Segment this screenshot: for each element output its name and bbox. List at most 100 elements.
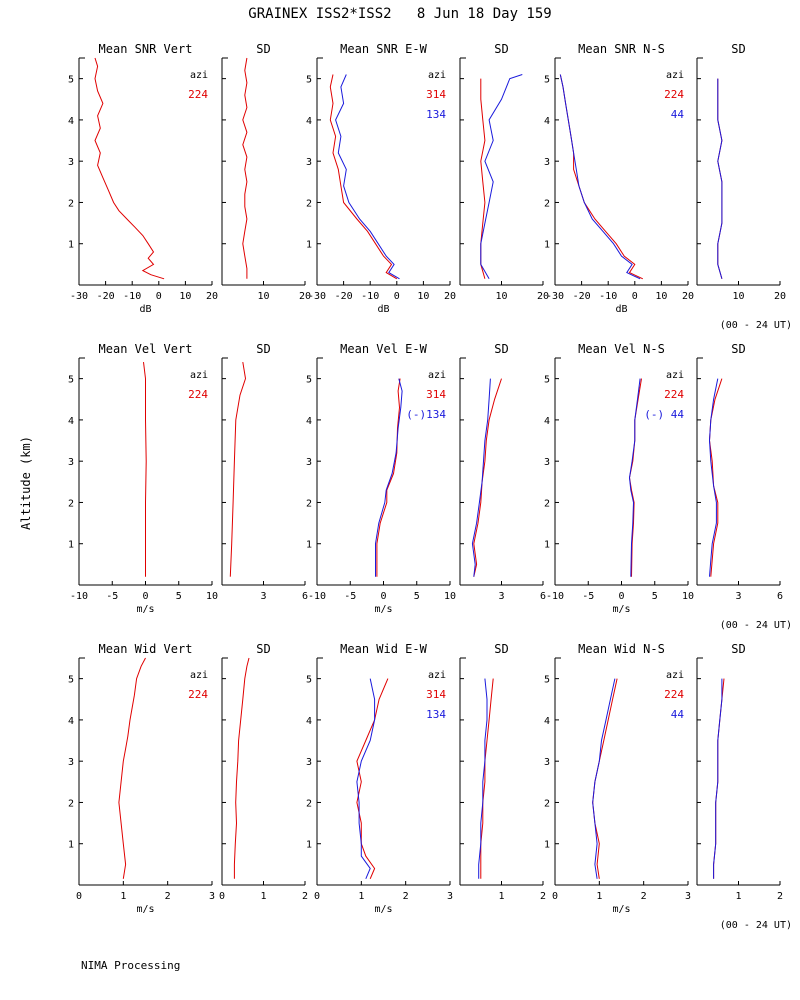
legend-entry: 224 [664,388,684,401]
x-tick-label: 20 [537,291,549,302]
x-axis-label: m/s [612,904,630,915]
x-tick-label: -5 [106,591,118,602]
chart-panel-16: SD 1 2 [459,642,546,902]
series-line-blue [628,378,641,577]
time-range-note-row2: (00 - 24 UT) [719,620,792,631]
chart-panel-11: Mean Vel N-S 1 2 3 4 5 -10 -5 0 5 10 m/s azi 224 (-) 4… [544,342,694,615]
panel-title: Mean Vel N-S [578,342,665,356]
x-tick-label: 10 [257,291,269,302]
time-range-note-row3: (00 - 24 UT) [719,920,792,931]
x-tick-label: 0 [632,291,638,302]
series-line-red [143,362,147,577]
x-tick-label: 20 [682,291,694,302]
legend-entry: 314 [426,88,446,101]
y-tick-label: 4 [68,716,74,727]
y-tick-label: 1 [68,240,74,251]
y-tick-label: 1 [68,840,74,851]
panel-title: Mean Wid N-S [578,642,665,656]
y-tick-label: 4 [544,416,550,427]
x-tick-label: 10 [417,291,429,302]
series-line-red [708,378,723,577]
y-tick-label: 4 [68,116,74,127]
panel-title: SD [494,42,508,56]
panel-title: SD [256,642,270,656]
x-tick-label: 2 [777,891,783,902]
y-tick-label: 5 [544,75,550,86]
series-line-blue [559,74,641,280]
x-tick-label: 0 [314,891,320,902]
y-tick-label: 2 [306,198,312,209]
chart-panel-15: Mean Wid E-W 1 2 3 4 5 0 1 2 3 m/s azi 314 134 [306,642,453,915]
x-tick-label: -20 [335,291,353,302]
y-tick-label: 5 [68,675,74,686]
legend-header: azi [666,670,684,681]
x-tick-label: -5 [344,591,356,602]
x-tick-label: 2 [302,891,308,902]
x-tick-label: 10 [732,291,744,302]
chart-panel-3: Mean SNR E-W 1 2 3 4 5 -30 -20 -10 0 10 20 dB azi 314 1… [306,42,456,315]
x-tick-label: -10 [70,591,88,602]
y-tick-label: 2 [306,498,312,509]
series-line-blue [478,678,488,879]
x-tick-label: 0 [219,891,225,902]
x-tick-label: 20 [444,291,456,302]
chart-panel-2: SD 10 20 [221,42,311,302]
y-tick-label: 1 [544,240,550,251]
y-tick-label: 2 [68,798,74,809]
legend-entry: (-) 44 [644,408,684,421]
x-tick-label: -20 [573,291,591,302]
x-tick-label: -5 [582,591,594,602]
x-tick-label: 6 [540,591,546,602]
panel-title: SD [494,342,508,356]
legend-header: azi [190,70,208,81]
series-line-red [559,74,644,280]
panel-title: Mean SNR E-W [340,42,427,56]
series-line-blue [717,78,723,279]
panel-title: SD [731,342,745,356]
y-tick-label: 1 [68,540,74,551]
panel-title: SD [256,42,270,56]
y-tick-label: 2 [306,798,312,809]
y-tick-label: 2 [544,198,550,209]
legend-header: azi [190,670,208,681]
x-tick-label: 1 [260,891,266,902]
y-tick-label: 4 [68,416,74,427]
panel-title: Mean Wid Vert [99,642,193,656]
y-tick-label: 4 [306,716,312,727]
panel-title: Mean Wid E-W [340,642,427,656]
x-tick-label: 3 [260,591,266,602]
series-line-blue [471,378,491,577]
x-axis-label: m/s [374,904,392,915]
legend-header: azi [428,370,446,381]
x-tick-label: 2 [165,891,171,902]
x-tick-label: 0 [76,891,82,902]
legend-entry: 314 [426,388,446,401]
x-tick-label: 2 [540,891,546,902]
y-tick-label: 3 [544,157,550,168]
x-tick-label: -10 [123,291,141,302]
panel-title: Mean Vel E-W [340,342,427,356]
y-tick-label: 1 [306,840,312,851]
x-tick-label: 1 [498,891,504,902]
series-line-red [233,657,250,879]
x-tick-label: 5 [414,591,420,602]
panel-title: Mean Vel Vert [99,342,193,356]
x-axis-label: m/s [136,904,154,915]
panel-title: SD [731,642,745,656]
legend-entry: 224 [188,88,208,101]
x-tick-label: 3 [447,891,453,902]
x-tick-label: -10 [599,291,617,302]
series-line-red [480,678,494,879]
x-tick-label: 3 [685,891,691,902]
x-tick-label: -10 [361,291,379,302]
series-line-red [356,678,389,879]
series-line-red [118,657,146,879]
x-axis-label: m/s [612,604,630,615]
x-tick-label: 10 [682,591,694,602]
x-tick-label: 10 [655,291,667,302]
legend-header: azi [666,70,684,81]
legend-entry: 224 [664,688,684,701]
chart-panel-17: Mean Wid N-S 1 2 3 4 5 0 1 2 3 m/s azi 224 44 [544,642,691,915]
series-line-blue [375,378,403,577]
legend-header: azi [428,70,446,81]
